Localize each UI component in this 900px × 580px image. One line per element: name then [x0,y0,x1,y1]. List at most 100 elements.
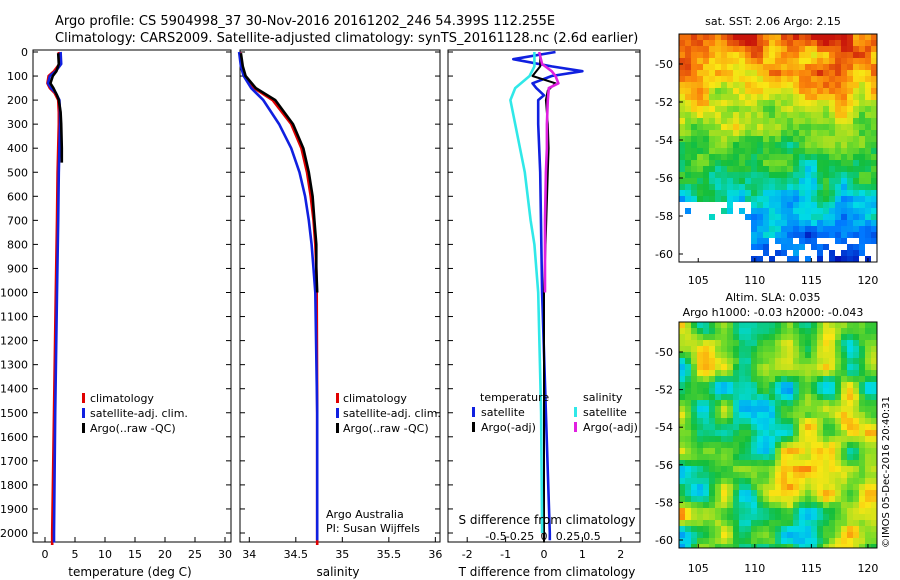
sla-cell [811,364,817,370]
sla-cell [805,520,811,526]
sst-cell [733,244,739,250]
sla-cell [829,352,835,358]
sst-cell [805,52,811,58]
sst-cell [775,64,781,70]
sst-cell [775,154,781,160]
sla-cell [787,490,793,496]
sla-cell [805,526,811,532]
sla-cell [805,538,811,544]
sla-cell [817,502,823,508]
sla-cell [685,490,691,496]
sst-cell [775,100,781,106]
sst-cell [865,190,871,196]
sst-cell [823,214,829,220]
sst-cell [841,172,847,178]
sst-cell [721,46,727,52]
sla-cell [763,502,769,508]
sst-cell [769,76,775,82]
sst-cell [787,220,793,226]
sla-cell [691,430,697,436]
sla-cell [787,352,793,358]
sla-cell [859,478,865,484]
sst-cell [703,256,709,262]
sla-cell [793,334,799,340]
sst-cell [709,220,715,226]
sla-cell [739,472,745,478]
sla-cell [811,340,817,346]
sst-cell [841,190,847,196]
legend-heading-salinity: salinity [583,391,623,404]
sst-cell [733,70,739,76]
sla-cell [739,430,745,436]
sst-cell [679,100,685,106]
sla-cell [859,430,865,436]
sla-cell [793,346,799,352]
sst-cell [841,130,847,136]
sst-cell [727,208,733,214]
sst-cell [727,52,733,58]
sst-cell [763,106,769,112]
sla-cell [853,424,859,430]
salinity-tick-label: 35 [335,548,349,561]
map-lat-label: -52 [655,96,673,109]
sst-cell [811,244,817,250]
sst-cell [691,238,697,244]
sla-cell [769,358,775,364]
sst-cell [835,256,841,262]
sst-cell [853,178,859,184]
sla-cell [757,496,763,502]
sla-cell [709,526,715,532]
sst-cell [847,232,853,238]
sst-cell [679,172,685,178]
sla-cell [685,334,691,340]
sla-cell [691,352,697,358]
sla-cell [853,514,859,520]
sst-cell [823,82,829,88]
sst-cell [841,40,847,46]
sla-cell [865,322,871,328]
sst-cell [691,220,697,226]
sla-cell [859,400,865,406]
sla-cell [703,472,709,478]
sst-cell [703,160,709,166]
sst-cell [733,52,739,58]
sst-cell [697,64,703,70]
sst-cell [763,76,769,82]
sst-cell [715,256,721,262]
sla-cell [829,502,835,508]
sst-cell [859,118,865,124]
sla-cell [757,490,763,496]
sla-cell [769,352,775,358]
sla-cell [721,400,727,406]
sla-cell [691,460,697,466]
sla-cell [763,418,769,424]
sla-cell [721,358,727,364]
sla-cell [865,346,871,352]
sla-cell [763,484,769,490]
sst-cell [823,46,829,52]
sla-cell [769,454,775,460]
sst-cell [763,100,769,106]
sst-cell [769,166,775,172]
sst-cell [769,190,775,196]
sst-cell [817,160,823,166]
sst-cell [781,226,787,232]
sst-cell [805,232,811,238]
legend-swatch-s-satellite [574,407,577,417]
sst-cell [685,40,691,46]
sst-cell [865,160,871,166]
sla-cell [727,532,733,538]
sst-cell [829,64,835,70]
sst-cell [721,106,727,112]
sla-cell [793,424,799,430]
sst-cell [871,148,877,154]
sst-cell [697,166,703,172]
sla-cell [823,376,829,382]
sst-cell [841,196,847,202]
sla-cell [811,334,817,340]
sst-cell [745,256,751,262]
sla-cell [853,388,859,394]
sla-cell [841,352,847,358]
sla-cell [769,532,775,538]
sla-cell [757,358,763,364]
